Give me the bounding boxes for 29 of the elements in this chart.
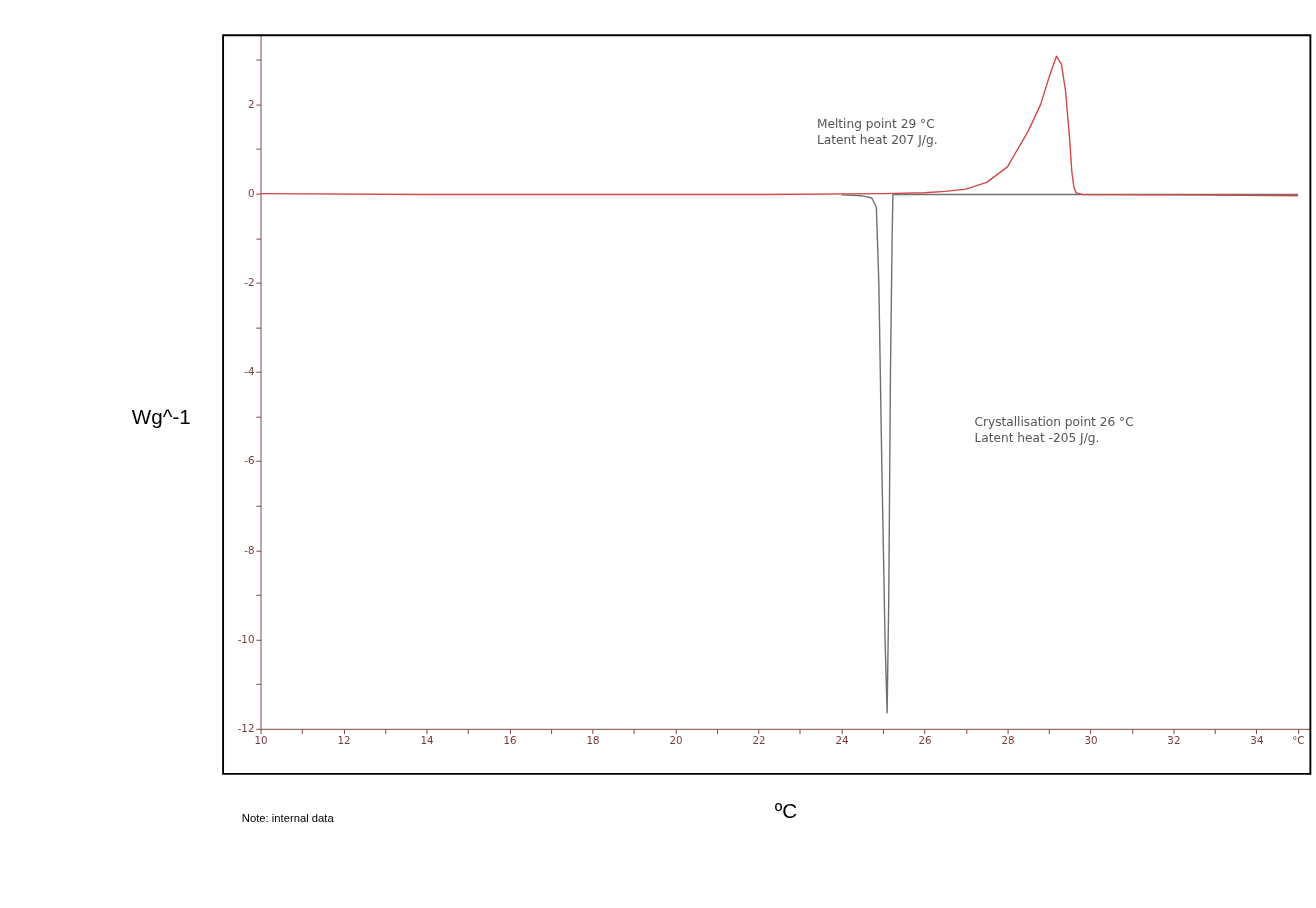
- x-tick-label: 26: [918, 734, 932, 747]
- y-tick-label: -2: [244, 276, 255, 289]
- x-tick-label: 14: [420, 734, 434, 747]
- y-tick-label: -8: [244, 543, 255, 556]
- y-axis-title: Wg^-1: [131, 404, 191, 428]
- text: Note: internal data: [241, 811, 335, 824]
- x-tick-label: 20: [669, 734, 683, 747]
- y-tick-label: 2: [247, 97, 255, 110]
- y-tick-label: -4: [244, 365, 255, 378]
- x-tick-label: °C: [1292, 734, 1305, 747]
- x-tick-label: 30: [1084, 734, 1098, 747]
- x-tick-label: 34: [1250, 734, 1264, 747]
- line-series: [260, 55, 1299, 197]
- x-tick-label: 10: [254, 734, 268, 747]
- annotation: Crystallisation point 26 °C Latent heat -205 J/g.: [974, 415, 1134, 446]
- annotation: Melting point 29 °C Latent heat 207 J/g.: [816, 116, 938, 147]
- x-tick-label: 18: [586, 734, 600, 747]
- x-axis-title: ºC: [774, 799, 798, 823]
- line-series: [840, 193, 1299, 714]
- y-tick-label: -12: [237, 722, 255, 735]
- x-tick-label: 12: [337, 734, 351, 747]
- y-tick-label: -10: [237, 632, 255, 645]
- y-tick-label: -6: [244, 454, 255, 467]
- x-tick-label: 16: [503, 734, 517, 747]
- x-tick-label: 22: [752, 734, 766, 747]
- x-tick-label: 28: [1001, 734, 1015, 747]
- x-tick-label: 32: [1167, 734, 1181, 747]
- y-tick-label: 0: [247, 186, 255, 199]
- x-tick-label: 24: [835, 734, 849, 747]
